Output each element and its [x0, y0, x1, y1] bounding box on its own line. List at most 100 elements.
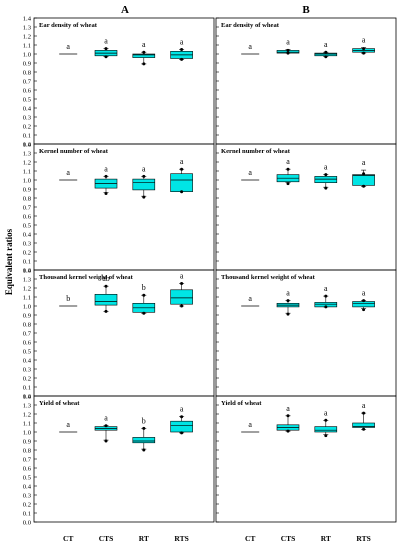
y-tick-label: 0.4 — [23, 231, 32, 238]
y-tick-label: 0.6 — [23, 87, 32, 94]
outlier-point — [286, 51, 290, 55]
significance-letter: ab — [102, 274, 110, 283]
box-rts — [352, 174, 375, 186]
significance-letter: a — [362, 289, 366, 298]
significance-letter: a — [286, 157, 290, 166]
significance-letter: a — [180, 272, 184, 281]
significance-letter: a — [66, 42, 70, 51]
outlier-point — [324, 50, 328, 54]
y-tick-label: 0.6 — [23, 339, 32, 346]
y-tick-label: 0.5 — [23, 474, 32, 481]
y-tick-label: 0.7 — [23, 78, 32, 85]
outlier-point — [104, 439, 108, 443]
y-tick-label: 0.5 — [23, 96, 32, 103]
outlier-point — [142, 62, 146, 66]
panel-b-2: Kernel number of wheat a a a a — [215, 143, 397, 271]
panel-frame — [215, 17, 397, 145]
significance-letter: a — [104, 164, 108, 173]
outlier-point — [362, 184, 366, 188]
panel-title: Yield of wheat — [39, 400, 80, 407]
y-tick-label: 1.0 — [23, 51, 32, 58]
x-category-label: CT — [63, 534, 73, 543]
box-rts — [170, 420, 193, 433]
significance-letter: a — [286, 38, 290, 47]
outlier-point — [362, 299, 366, 303]
outlier-point — [104, 47, 108, 51]
y-tick-label: 0.8 — [23, 447, 32, 454]
significance-letter: a — [286, 404, 290, 413]
outlier-point — [142, 311, 146, 315]
significance-letter: a — [248, 420, 252, 429]
significance-letter: b — [142, 283, 146, 292]
column-label-b: B — [302, 4, 310, 16]
outlier-point — [286, 48, 290, 52]
panel-title: Ear density of wheat — [39, 22, 98, 29]
y-tick-label: 0.7 — [23, 456, 32, 463]
outlier-point — [104, 309, 108, 313]
y-tick-label: 0.1 — [23, 258, 31, 265]
outlier-point — [324, 305, 328, 309]
outlier-point — [324, 55, 328, 59]
significance-letter: a — [180, 405, 184, 414]
panel-title: Thousand kernel weight of wheat — [39, 274, 134, 281]
y-tick-label: 0.0 — [23, 141, 32, 148]
outlier-point — [324, 418, 328, 422]
y-tick-label: 1.0 — [23, 177, 32, 184]
y-tick-label: 0.8 — [23, 69, 32, 76]
y-tick-label: 1.3 — [23, 24, 32, 31]
panel-frame — [33, 395, 215, 523]
y-tick-label: 0.6 — [23, 213, 32, 220]
significance-letter: a — [362, 36, 366, 45]
significance-letter: a — [104, 37, 108, 46]
y-tick-label: 1.1 — [23, 294, 31, 301]
panel-frame — [33, 143, 215, 271]
outlier-point — [104, 424, 108, 428]
outlier-point — [180, 282, 184, 285]
significance-letter: a — [66, 420, 70, 429]
y-tick-label: 1.3 — [23, 276, 32, 283]
y-tick-label: 0.0 — [23, 267, 32, 274]
outlier-point — [180, 57, 184, 61]
y-tick-label: 0.0 — [23, 393, 32, 400]
y-tick-label: 0.9 — [23, 60, 32, 67]
significance-letter: a — [324, 40, 328, 49]
outlier-point — [180, 48, 184, 51]
y-tick-label: 0.3 — [23, 240, 32, 247]
y-tick-label: 1.1 — [23, 168, 31, 175]
x-category-label: CTS — [281, 534, 296, 543]
outlier-point — [104, 174, 108, 178]
y-tick-label: 1.2 — [23, 33, 31, 40]
outlier-point — [362, 427, 366, 431]
significance-letter: a — [248, 168, 252, 177]
y-tick-label: 0.3 — [23, 114, 32, 121]
outlier-point — [286, 299, 290, 303]
significance-letter: b — [142, 416, 146, 425]
y-tick-label: 1.1 — [23, 420, 31, 427]
y-tick-label: 0.3 — [23, 366, 32, 373]
x-category-labels: CT CTS RT RTS CT CTS RT RTS — [63, 534, 371, 543]
outlier-point — [104, 192, 108, 195]
significance-letter: a — [324, 163, 328, 172]
significance-letter: a — [362, 401, 366, 410]
panel-title: Kernel number of wheat — [221, 148, 291, 155]
y-tick-label: 0.4 — [23, 357, 32, 364]
outlier-point — [324, 294, 328, 298]
y-tick-label: 1.4 — [23, 393, 32, 400]
y-tick-label: 1.2 — [23, 285, 31, 292]
significance-letter: a — [248, 42, 252, 51]
panel-frame — [215, 395, 397, 523]
y-tick-label: 1.2 — [23, 411, 31, 418]
panel-a-2: Kernel number of wheat 0.0 0.1 0.2 0.3 0.4 0.5… — [23, 141, 215, 274]
significance-letter: a — [248, 294, 252, 303]
outlier-point — [362, 172, 366, 176]
significance-letter: a — [142, 40, 146, 49]
y-tick-label: 1.0 — [23, 429, 32, 436]
y-tick-label: 1.0 — [23, 303, 32, 310]
box-rts — [352, 301, 375, 308]
panel-frame — [33, 17, 215, 145]
outlier-point — [142, 426, 146, 430]
panel-a-3: Thousand kernel weight of wheat 0.0 0.1 0.2… — [23, 267, 215, 400]
y-tick-label: 0.9 — [23, 186, 32, 193]
box-rts — [170, 173, 193, 192]
